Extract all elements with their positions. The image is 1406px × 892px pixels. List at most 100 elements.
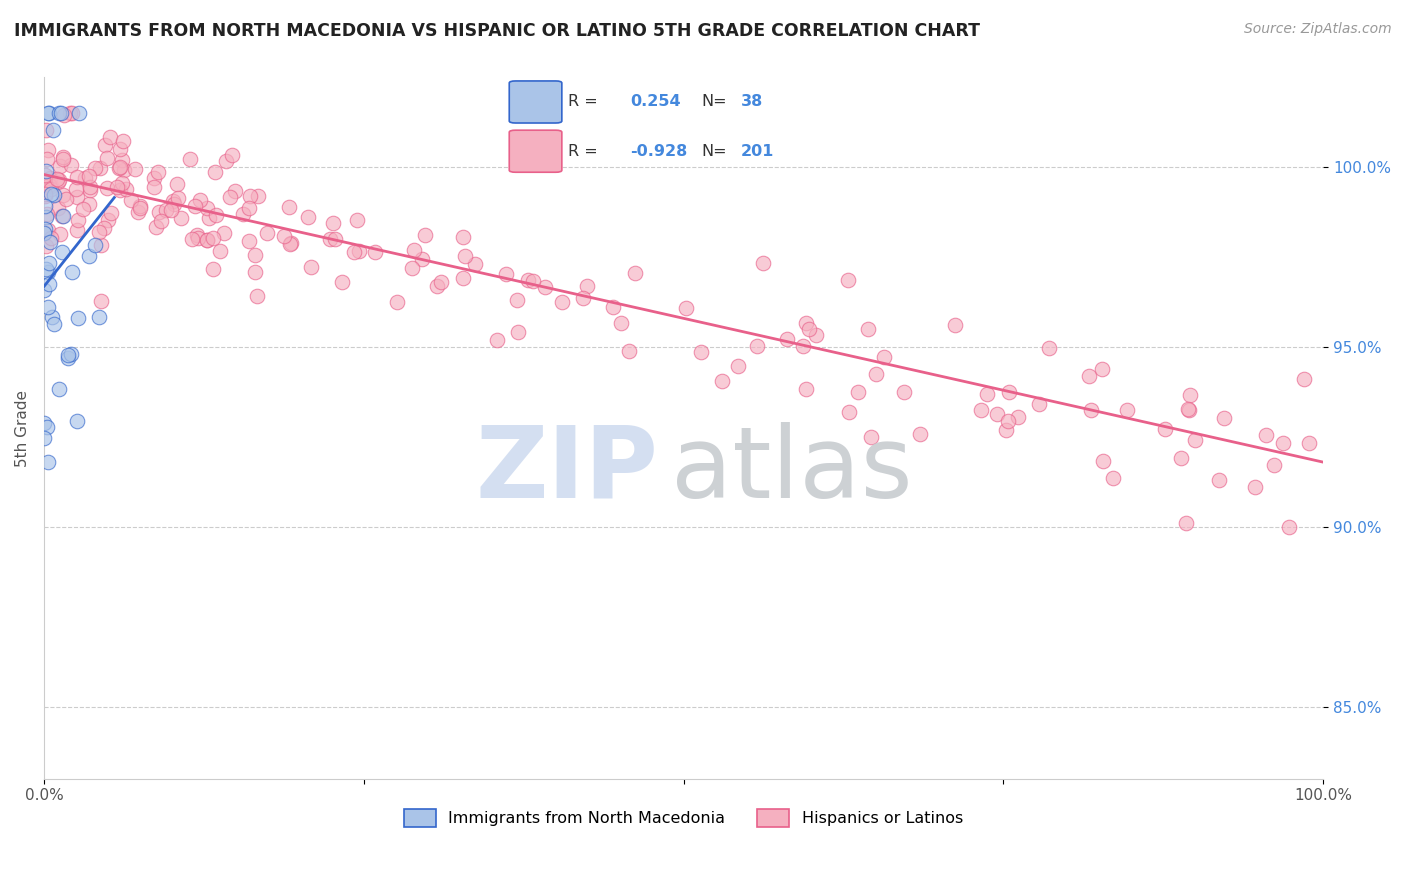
Point	[401, 260, 423, 275]
Point	[160, 203, 183, 218]
Text: N=: N=	[702, 144, 727, 159]
Text: atlas: atlas	[671, 422, 912, 518]
Point	[129, 202, 152, 216]
Point	[454, 249, 477, 263]
Point	[143, 179, 166, 194]
Point	[517, 272, 540, 286]
Point	[221, 148, 243, 162]
Point	[214, 154, 236, 169]
Point	[155, 202, 177, 217]
Point	[1092, 453, 1115, 467]
Point	[404, 243, 426, 257]
Point	[299, 260, 322, 275]
Point	[689, 344, 711, 359]
Point	[83, 161, 105, 175]
Point	[201, 261, 224, 276]
Point	[195, 201, 218, 215]
Point	[745, 338, 768, 352]
Point	[48, 106, 70, 120]
Point	[1174, 516, 1197, 530]
Point	[280, 235, 302, 250]
Point	[169, 211, 191, 226]
Point	[1243, 480, 1265, 494]
Point	[35, 152, 58, 166]
Point	[256, 227, 278, 241]
Point	[1263, 458, 1285, 472]
Point	[976, 386, 998, 401]
Point	[1101, 471, 1123, 485]
FancyBboxPatch shape	[509, 81, 562, 123]
Point	[214, 227, 236, 241]
Point	[330, 275, 353, 289]
Point	[1116, 403, 1139, 417]
Point	[943, 318, 966, 333]
Point	[278, 200, 301, 214]
Point	[52, 150, 75, 164]
Point	[179, 152, 201, 166]
Point	[35, 123, 58, 137]
Point	[60, 265, 83, 279]
Y-axis label: 5th Grade: 5th Grade	[15, 390, 30, 467]
Point	[551, 294, 574, 309]
Point	[297, 211, 319, 225]
Point	[48, 175, 70, 189]
Point	[75, 170, 97, 185]
Point	[108, 161, 131, 175]
Point	[35, 210, 58, 224]
Point	[181, 232, 204, 246]
Point	[53, 108, 76, 122]
Point	[111, 176, 134, 190]
Text: 0.254: 0.254	[630, 95, 681, 110]
Point	[799, 322, 821, 336]
Point	[319, 232, 342, 246]
Point	[1080, 402, 1102, 417]
Point	[41, 310, 63, 324]
Point	[1208, 473, 1230, 487]
Point	[1028, 397, 1050, 411]
Point	[72, 202, 94, 216]
Point	[87, 310, 110, 324]
Point	[232, 207, 254, 221]
Point	[1154, 422, 1177, 436]
Point	[794, 382, 817, 396]
Point	[602, 300, 624, 314]
Point	[44, 317, 66, 331]
Point	[89, 161, 111, 175]
Point	[486, 333, 509, 347]
Legend: Immigrants from North Macedonia, Hispanics or Latinos: Immigrants from North Macedonia, Hispani…	[398, 803, 970, 834]
Point	[322, 216, 344, 230]
Point	[204, 165, 226, 179]
Point	[34, 168, 56, 182]
Point	[205, 208, 228, 222]
Point	[246, 289, 269, 303]
Point	[908, 427, 931, 442]
Point	[873, 351, 896, 365]
Point	[37, 106, 59, 120]
Point	[997, 414, 1019, 428]
Text: R =: R =	[568, 95, 598, 110]
Point	[60, 106, 83, 120]
Point	[1078, 369, 1101, 384]
Point	[796, 316, 818, 330]
Point	[323, 232, 346, 246]
Point	[67, 106, 90, 120]
Point	[413, 228, 436, 243]
Point	[34, 189, 56, 203]
Point	[93, 221, 115, 235]
Point	[66, 213, 89, 227]
Point	[52, 152, 75, 166]
Text: IMMIGRANTS FROM NORTH MACEDONIA VS HISPANIC OR LATINO 5TH GRADE CORRELATION CHAR: IMMIGRANTS FROM NORTH MACEDONIA VS HISPA…	[14, 22, 980, 40]
Point	[184, 199, 207, 213]
Point	[508, 325, 530, 339]
Point	[55, 192, 77, 206]
Point	[35, 419, 58, 434]
Point	[38, 256, 60, 270]
Point	[39, 178, 62, 193]
Point	[243, 248, 266, 262]
Point	[77, 196, 100, 211]
Point	[838, 405, 860, 419]
Point	[150, 214, 173, 228]
Point	[278, 237, 301, 252]
Point	[38, 170, 60, 185]
Point	[986, 407, 1008, 421]
